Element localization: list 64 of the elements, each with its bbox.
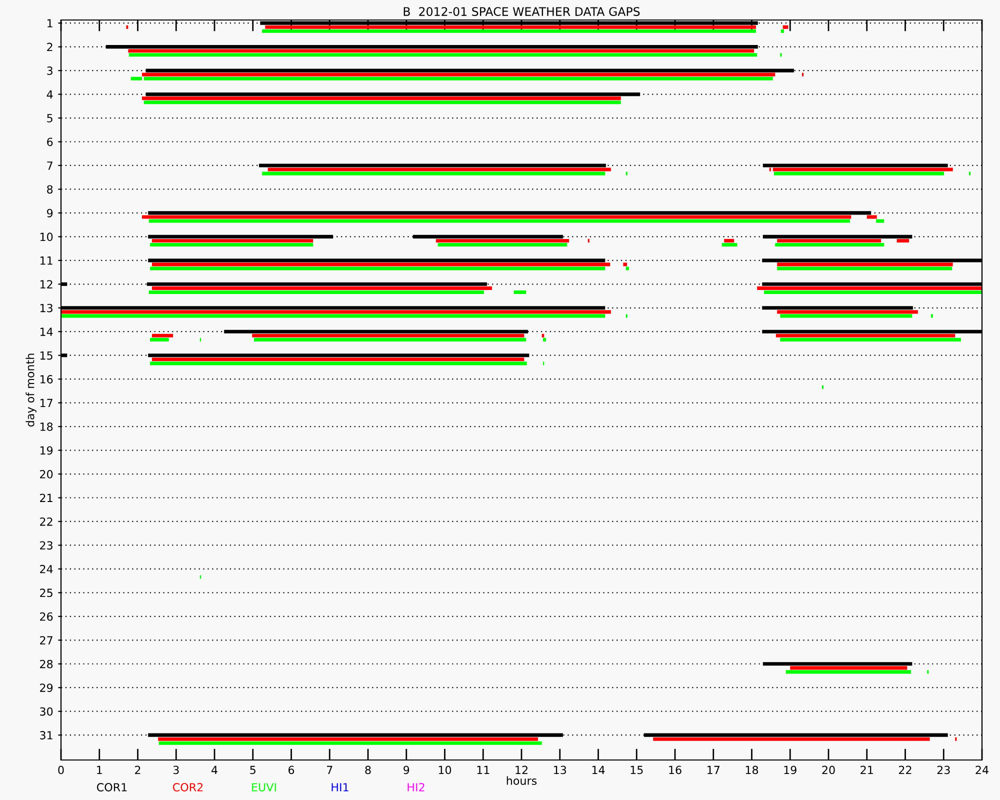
x-tick-label: 7 xyxy=(327,766,332,774)
x-tick-label: 12 xyxy=(516,766,528,774)
legend-label: HI1 xyxy=(332,783,348,792)
y-tick-label: 19 xyxy=(40,446,53,455)
x-tick-label: 2 xyxy=(135,766,140,774)
y-tick-label: 18 xyxy=(40,422,53,431)
legend-label: HI2 xyxy=(408,783,424,792)
y-tick-label: 25 xyxy=(40,588,52,598)
y-tick-label: 15 xyxy=(40,351,52,360)
x-tick-label: 10 xyxy=(438,766,452,774)
y-tick-label: 10 xyxy=(40,232,53,242)
y-tick-label: 29 xyxy=(40,684,53,692)
x-tick-label: 9 xyxy=(404,766,410,774)
y-tick-label: 3 xyxy=(47,66,52,75)
y-axis-title: day of month xyxy=(26,354,36,427)
y-tick-label: 11 xyxy=(40,256,52,265)
x-tick-label: 15 xyxy=(630,766,643,774)
y-tick-label: 13 xyxy=(40,304,52,312)
y-tick-label: 14 xyxy=(40,328,53,336)
y-tick-label: 16 xyxy=(40,375,53,384)
y-tick-label: 26 xyxy=(40,612,53,621)
y-tick-label: 1 xyxy=(48,19,52,28)
x-tick-label: 13 xyxy=(554,766,566,774)
y-tick-label: 31 xyxy=(40,731,52,740)
x-tick-label: 6 xyxy=(288,766,294,774)
y-tick-label: 12 xyxy=(40,280,52,288)
y-tick-label: 6 xyxy=(47,138,53,146)
text: COR1 xyxy=(96,783,127,792)
y-tick-label: 30 xyxy=(40,707,53,716)
y-tick-label: 22 xyxy=(40,517,52,526)
x-tick-label: 8 xyxy=(365,766,371,774)
x-tick-label: 21 xyxy=(860,766,873,774)
x-tick-label: 17 xyxy=(708,766,720,774)
y-tick-label: 20 xyxy=(40,470,53,478)
y-tick-label: 28 xyxy=(40,660,53,668)
text: COR2 xyxy=(172,783,203,792)
y-tick-label: 24 xyxy=(40,564,53,574)
x-tick-label: 20 xyxy=(822,766,835,774)
x-tick-label: 18 xyxy=(746,766,758,774)
text: EUVI xyxy=(252,783,276,792)
x-tick-label: 24 xyxy=(976,766,988,774)
x-tick-label: 4 xyxy=(212,766,218,774)
x-tick-label: 14 xyxy=(592,766,605,774)
y-tick-label: 5 xyxy=(47,114,52,122)
chart-title: B 2012-01 SPACE WEATHER DATA GAPS xyxy=(404,7,640,16)
x-tick-label: 19 xyxy=(784,766,796,774)
y-tick-label: 9 xyxy=(46,208,53,218)
x-tick-label: 16 xyxy=(669,766,682,774)
x-tick-label: 11 xyxy=(477,766,490,774)
y-tick-label: 23 xyxy=(40,541,52,550)
x-axis-title: hours xyxy=(506,776,537,785)
y-tick-label: 21 xyxy=(40,494,52,502)
y-tick-label: 4 xyxy=(46,90,53,99)
x-tick-label: 22 xyxy=(898,766,912,774)
y-tick-label: 2 xyxy=(47,42,52,52)
x-tick-label: 5 xyxy=(250,766,256,774)
y-tick-label: 27 xyxy=(40,636,52,644)
x-tick-label: 3 xyxy=(173,766,179,774)
x-tick-label: 0 xyxy=(58,766,64,774)
y-tick-label: 8 xyxy=(47,185,53,194)
x-tick-label: 1 xyxy=(97,766,102,774)
y-tick-label: 7 xyxy=(47,162,52,170)
y-tick-label: 17 xyxy=(40,398,52,408)
x-tick-label: 23 xyxy=(937,766,950,774)
